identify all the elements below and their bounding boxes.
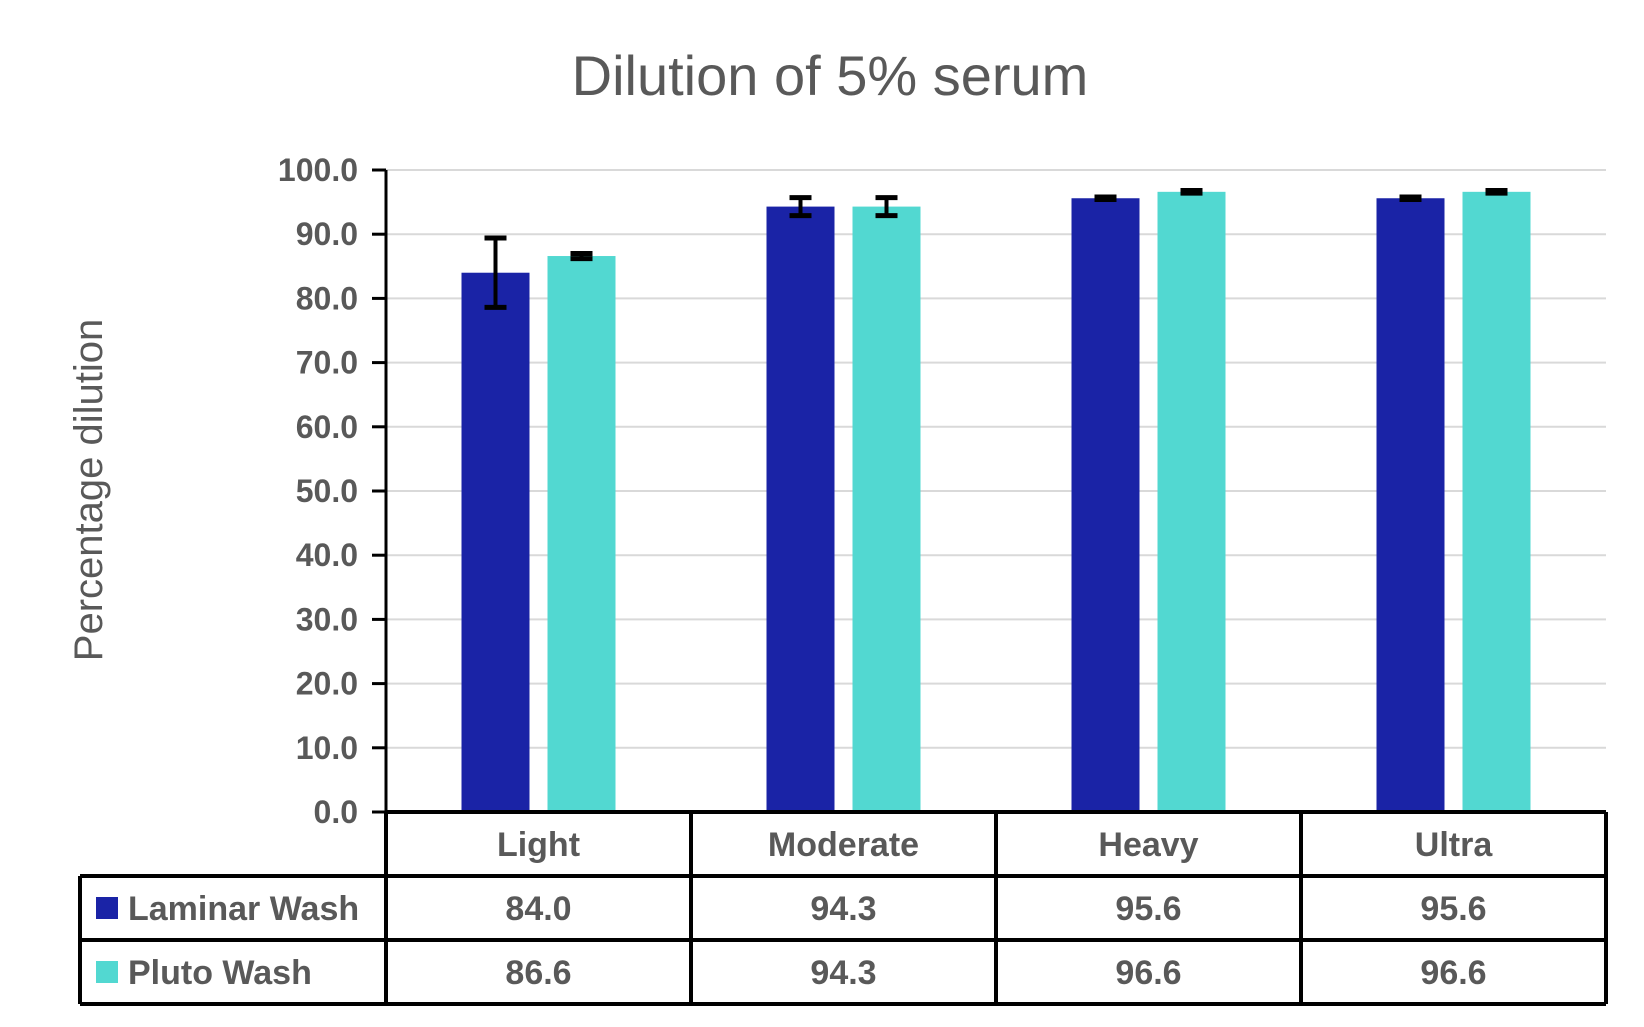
legend-swatch (96, 897, 118, 919)
bar-laminar-wash-ultra (1376, 198, 1445, 813)
bar-laminar-wash-moderate (766, 206, 835, 812)
y-tick-label: 90.0 (296, 216, 358, 252)
data-label: 86.6 (505, 954, 571, 992)
y-tick-label: 0.0 (314, 794, 358, 830)
data-label: 96.6 (1420, 954, 1486, 992)
chart-title: Dilution of 5% serum (572, 44, 1089, 107)
y-tick-label: 80.0 (296, 280, 358, 316)
bar-laminar-wash-light (461, 272, 530, 813)
data-label: 96.6 (1115, 954, 1181, 992)
category-label: Heavy (1098, 826, 1198, 864)
bars (461, 191, 1531, 813)
y-tick-label: 70.0 (296, 345, 358, 381)
y-tick-label: 60.0 (296, 409, 358, 445)
error-bars (484, 188, 1508, 310)
y-axis-label: Percentage dilution (67, 319, 111, 661)
bar-pluto-wash-light (547, 256, 616, 812)
data-label: 84.0 (505, 890, 571, 928)
y-tick-label: 50.0 (296, 473, 358, 509)
data-label: 94.3 (810, 954, 876, 992)
data-label: 95.6 (1115, 890, 1181, 928)
y-tick-label: 100.0 (278, 152, 358, 188)
y-axis: 0.0 10.0 20.0 30.0 40.0 50.0 60.0 70.0 80.0 90.0 1… (278, 152, 388, 830)
bar-pluto-wash-ultra (1462, 191, 1531, 812)
category-label: Moderate (768, 826, 919, 864)
y-tick-label: 40.0 (296, 537, 358, 573)
category-label: Ultra (1415, 826, 1494, 864)
bar-pluto-wash-moderate (852, 206, 921, 812)
data-label: 95.6 (1420, 890, 1486, 928)
legend-label: Pluto Wash (128, 954, 312, 992)
data-table: Light Moderate Heavy Ultra Laminar Wash 84.0 9… (78, 810, 1608, 1006)
y-tick-label: 10.0 (296, 730, 358, 766)
bar-laminar-wash-heavy (1071, 198, 1140, 813)
bar-pluto-wash-heavy (1157, 191, 1226, 812)
category-label: Light (497, 826, 580, 864)
y-tick-label: 20.0 (296, 666, 358, 702)
legend-swatch (96, 961, 118, 983)
y-tick-label: 30.0 (296, 601, 358, 637)
data-label: 94.3 (810, 890, 876, 928)
legend-label: Laminar Wash (128, 890, 359, 928)
